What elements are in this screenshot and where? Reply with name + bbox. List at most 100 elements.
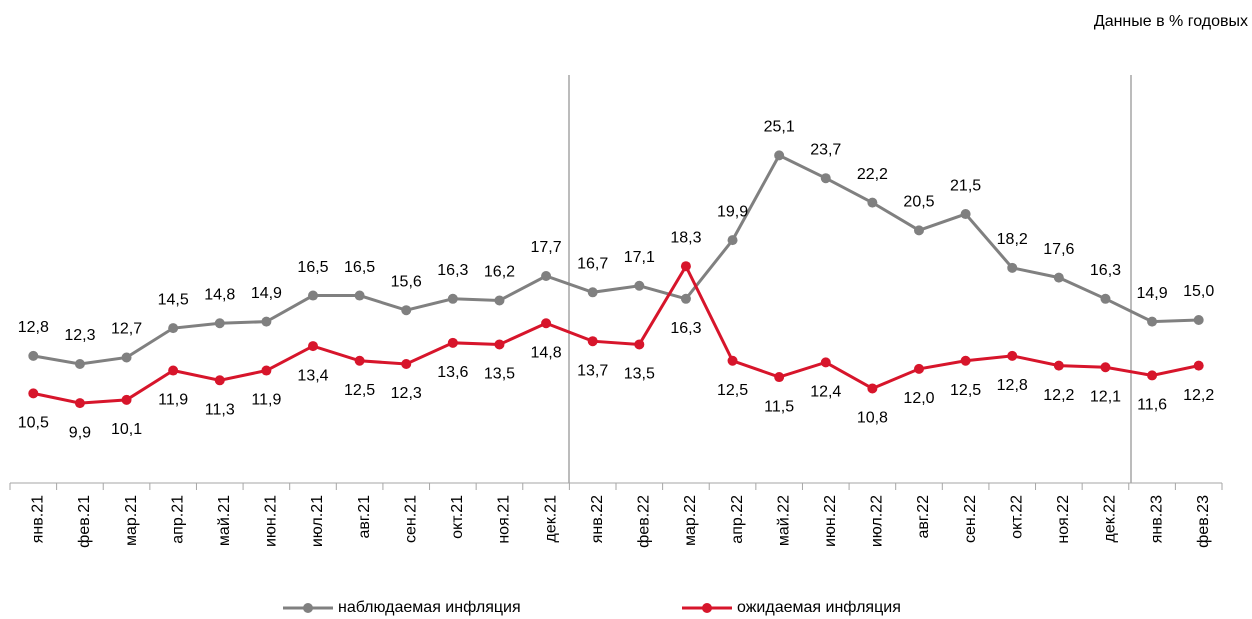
legend-marker <box>702 603 712 613</box>
data-label: 12,2 <box>1183 387 1214 404</box>
data-label: 14,9 <box>1137 285 1168 302</box>
data-label: 13,5 <box>484 366 515 383</box>
data-label: 16,3 <box>1090 262 1121 279</box>
point <box>774 372 785 383</box>
point <box>1100 362 1111 373</box>
x-tick-label: дек.22 <box>1102 495 1119 543</box>
point <box>727 235 738 246</box>
data-label: 16,3 <box>437 262 468 279</box>
x-tick-label: апр.22 <box>729 495 746 544</box>
legend-marker <box>303 603 313 613</box>
data-label: 14,9 <box>251 285 282 302</box>
data-label: 13,7 <box>577 362 608 379</box>
point <box>960 355 971 366</box>
data-label: 12,5 <box>950 382 981 399</box>
data-label: 9,9 <box>69 424 91 441</box>
data-label: 14,8 <box>531 344 562 361</box>
x-tick-label: янв.21 <box>30 495 47 543</box>
point <box>494 295 505 306</box>
data-label: 17,7 <box>531 239 562 256</box>
point <box>354 355 365 366</box>
point <box>74 398 85 409</box>
x-tick-label: дек.21 <box>542 495 559 543</box>
series-line <box>32 263 1199 405</box>
point <box>867 197 878 208</box>
point <box>914 363 924 374</box>
point <box>960 209 971 220</box>
point <box>214 375 225 386</box>
data-label: 15,6 <box>391 273 422 290</box>
data-label: 22,2 <box>857 166 888 183</box>
x-tick-label: мар.21 <box>123 495 140 546</box>
point <box>214 318 225 329</box>
data-label: 13,5 <box>624 366 655 383</box>
x-tick-label: фев.23 <box>1195 495 1212 548</box>
point <box>401 359 412 370</box>
data-label: 12,8 <box>18 319 49 336</box>
point <box>494 339 505 350</box>
data-label: 12,4 <box>810 384 841 401</box>
data-label: 10,5 <box>18 415 49 432</box>
point <box>261 365 272 376</box>
data-label: 13,4 <box>297 367 328 384</box>
series-line <box>33 153 1199 366</box>
data-label: 10,8 <box>857 410 888 427</box>
data-label: 17,1 <box>624 249 655 266</box>
x-tick-label: янв.22 <box>589 495 606 543</box>
x-tick-label: фев.22 <box>636 495 653 548</box>
data-label: 12,3 <box>64 327 95 344</box>
point <box>401 305 412 316</box>
point <box>914 225 924 236</box>
legend-label: наблюдаемая инфляция <box>338 599 521 616</box>
point <box>121 394 132 405</box>
x-tick-label: ноя.21 <box>496 495 513 544</box>
point <box>1147 316 1158 327</box>
point <box>774 150 785 161</box>
data-label: 25,1 <box>764 119 795 136</box>
data-label: 20,5 <box>903 194 934 211</box>
point <box>1193 360 1204 371</box>
data-label: 12,8 <box>997 377 1028 394</box>
point <box>28 350 39 361</box>
data-label: 12,2 <box>1043 387 1074 404</box>
x-tick-label: май.21 <box>216 495 233 546</box>
data-label: 12,3 <box>391 385 422 402</box>
x-tick-label: сен.21 <box>402 495 419 543</box>
point <box>447 337 458 348</box>
point <box>308 341 318 352</box>
point <box>541 270 552 281</box>
x-tick-label: окт.21 <box>449 495 466 539</box>
x-tick-label: окт.22 <box>1008 495 1025 539</box>
data-label: 12,0 <box>903 390 934 407</box>
point <box>727 355 738 366</box>
point <box>121 352 132 363</box>
point <box>1007 350 1018 361</box>
x-tick-label: янв.23 <box>1148 495 1165 543</box>
data-label: 12,5 <box>344 382 375 399</box>
point <box>1193 315 1204 325</box>
data-label: 19,9 <box>717 203 748 220</box>
x-tick-label: июл.21 <box>309 495 326 547</box>
data-label: 12,1 <box>1090 388 1121 405</box>
point <box>867 383 878 394</box>
data-label: 16,5 <box>297 259 328 276</box>
data-label: 12,7 <box>111 321 142 338</box>
x-tick-label: июн.22 <box>822 495 839 547</box>
point <box>28 388 39 399</box>
point <box>634 280 645 291</box>
point <box>541 318 552 329</box>
point <box>680 293 691 304</box>
data-label: 14,8 <box>204 286 235 303</box>
legend-label: ожидаемая инфляция <box>737 599 901 616</box>
x-tick-label: май.22 <box>775 495 792 546</box>
data-label: 16,2 <box>484 264 515 281</box>
data-label: 17,6 <box>1043 241 1074 258</box>
x-tick-label: июл.22 <box>869 495 886 547</box>
data-label: 11,9 <box>158 392 188 409</box>
data-label: 12,5 <box>717 382 748 399</box>
x-tick-label: апр.21 <box>169 495 186 544</box>
x-tick-label: сен.22 <box>962 495 979 543</box>
data-label: 10,1 <box>111 421 142 438</box>
point <box>308 290 318 301</box>
x-tick-label: мар.22 <box>682 495 699 546</box>
